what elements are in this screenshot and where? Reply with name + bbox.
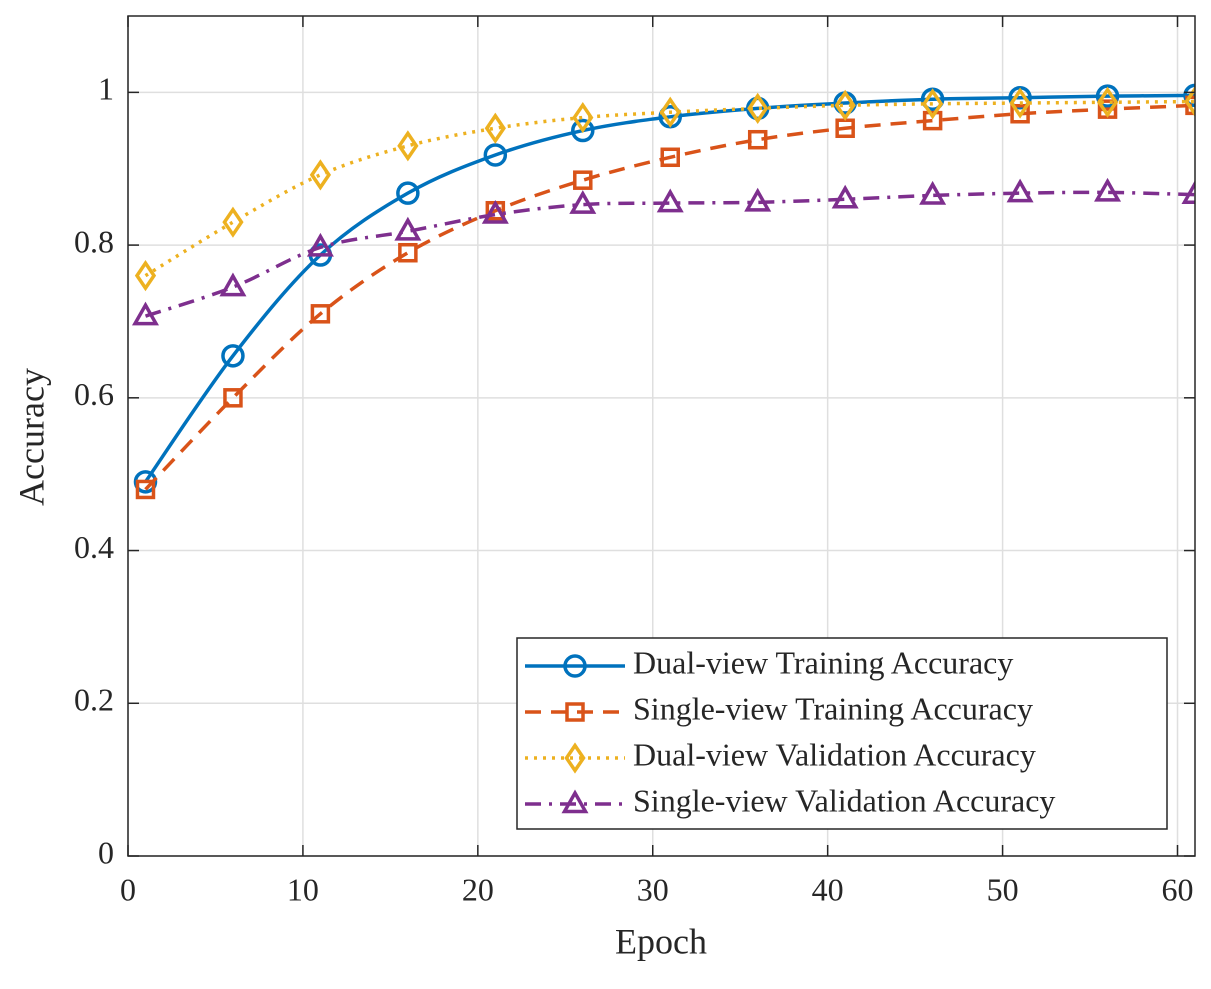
- series-line: [144, 93, 1195, 483]
- x-axis-label: Epoch: [615, 921, 707, 961]
- data-point: [747, 92, 769, 125]
- data-point: [397, 130, 419, 162]
- x-tick-label: 0: [120, 871, 136, 907]
- data-point: [1184, 85, 1195, 118]
- data-point: [306, 232, 334, 257]
- data-point: [656, 188, 684, 213]
- legend-label: Dual-view Training Accuracy: [633, 644, 1013, 680]
- data-point: [572, 101, 594, 134]
- data-point: [569, 190, 597, 214]
- data-point: [573, 170, 593, 190]
- data-point: [398, 242, 418, 263]
- data-point: [1006, 178, 1034, 203]
- y-tick-label: 0.4: [74, 529, 114, 565]
- y-tick-label: 1: [98, 71, 114, 107]
- y-tick-label: 0.8: [74, 223, 114, 259]
- data-point: [922, 110, 943, 131]
- legend-box: [516, 637, 1168, 830]
- data-point: [1010, 103, 1030, 124]
- ticks: 00.20.40.60.810 10 20 30 40 50 60: [74, 16, 1195, 907]
- data-point: [223, 388, 243, 408]
- legend: Dual-view Training Accuracy Single-view T…: [516, 637, 1168, 830]
- legend-label: Single-view Training Accuracy: [633, 690, 1033, 726]
- data-point: [1009, 87, 1031, 119]
- data-point: [1095, 84, 1120, 108]
- series-line: [144, 99, 1195, 278]
- data-point: [484, 112, 506, 144]
- data-point: [396, 181, 420, 205]
- data-point: [831, 184, 859, 209]
- legend-marker: [561, 789, 589, 814]
- data-point: [922, 88, 944, 120]
- x-tick-label: 60: [1162, 871, 1194, 907]
- data-point: [659, 96, 681, 128]
- data-point: [744, 187, 772, 212]
- data-point: [919, 180, 947, 205]
- data-point: [747, 129, 768, 150]
- data-point: [834, 89, 856, 121]
- legend-marker: [565, 702, 585, 722]
- legend-label: Dual-view Validation Accuracy: [633, 736, 1036, 772]
- series-line: [144, 190, 1195, 318]
- data-point: [394, 216, 422, 241]
- data-point: [1094, 177, 1122, 202]
- data-point: [133, 470, 158, 494]
- data-point: [1183, 83, 1195, 108]
- data-point: [1181, 180, 1195, 204]
- data-point: [310, 304, 331, 324]
- y-tick-label: 0: [98, 834, 114, 870]
- y-axis-label: Accuracy: [11, 368, 51, 506]
- data-point: [222, 206, 244, 238]
- data-point: [134, 260, 157, 292]
- x-tick-label: 20: [462, 871, 494, 907]
- data-point: [219, 272, 247, 297]
- data-point: [481, 200, 509, 224]
- grid: [127, 16, 1195, 857]
- axes-box: [127, 15, 1196, 857]
- x-tick-label: 10: [287, 871, 319, 907]
- plot-area: [131, 83, 1195, 500]
- x-tick-label: 40: [812, 871, 844, 907]
- data-point: [135, 479, 156, 500]
- data-point: [221, 344, 245, 368]
- data-point: [483, 143, 508, 167]
- x-tick-label: 30: [637, 871, 669, 907]
- data-point: [1096, 86, 1119, 118]
- y-tick-label: 0.6: [74, 376, 114, 412]
- data-point: [131, 301, 159, 326]
- legend-marker: [564, 742, 586, 774]
- data-point: [660, 147, 680, 168]
- legend-marker: [563, 654, 587, 678]
- data-point: [571, 118, 595, 143]
- legend-label: Single-view Validation Accuracy: [633, 782, 1055, 818]
- data-point: [309, 159, 332, 191]
- x-tick-label: 50: [987, 871, 1019, 907]
- y-tick-label: 0.2: [74, 682, 114, 718]
